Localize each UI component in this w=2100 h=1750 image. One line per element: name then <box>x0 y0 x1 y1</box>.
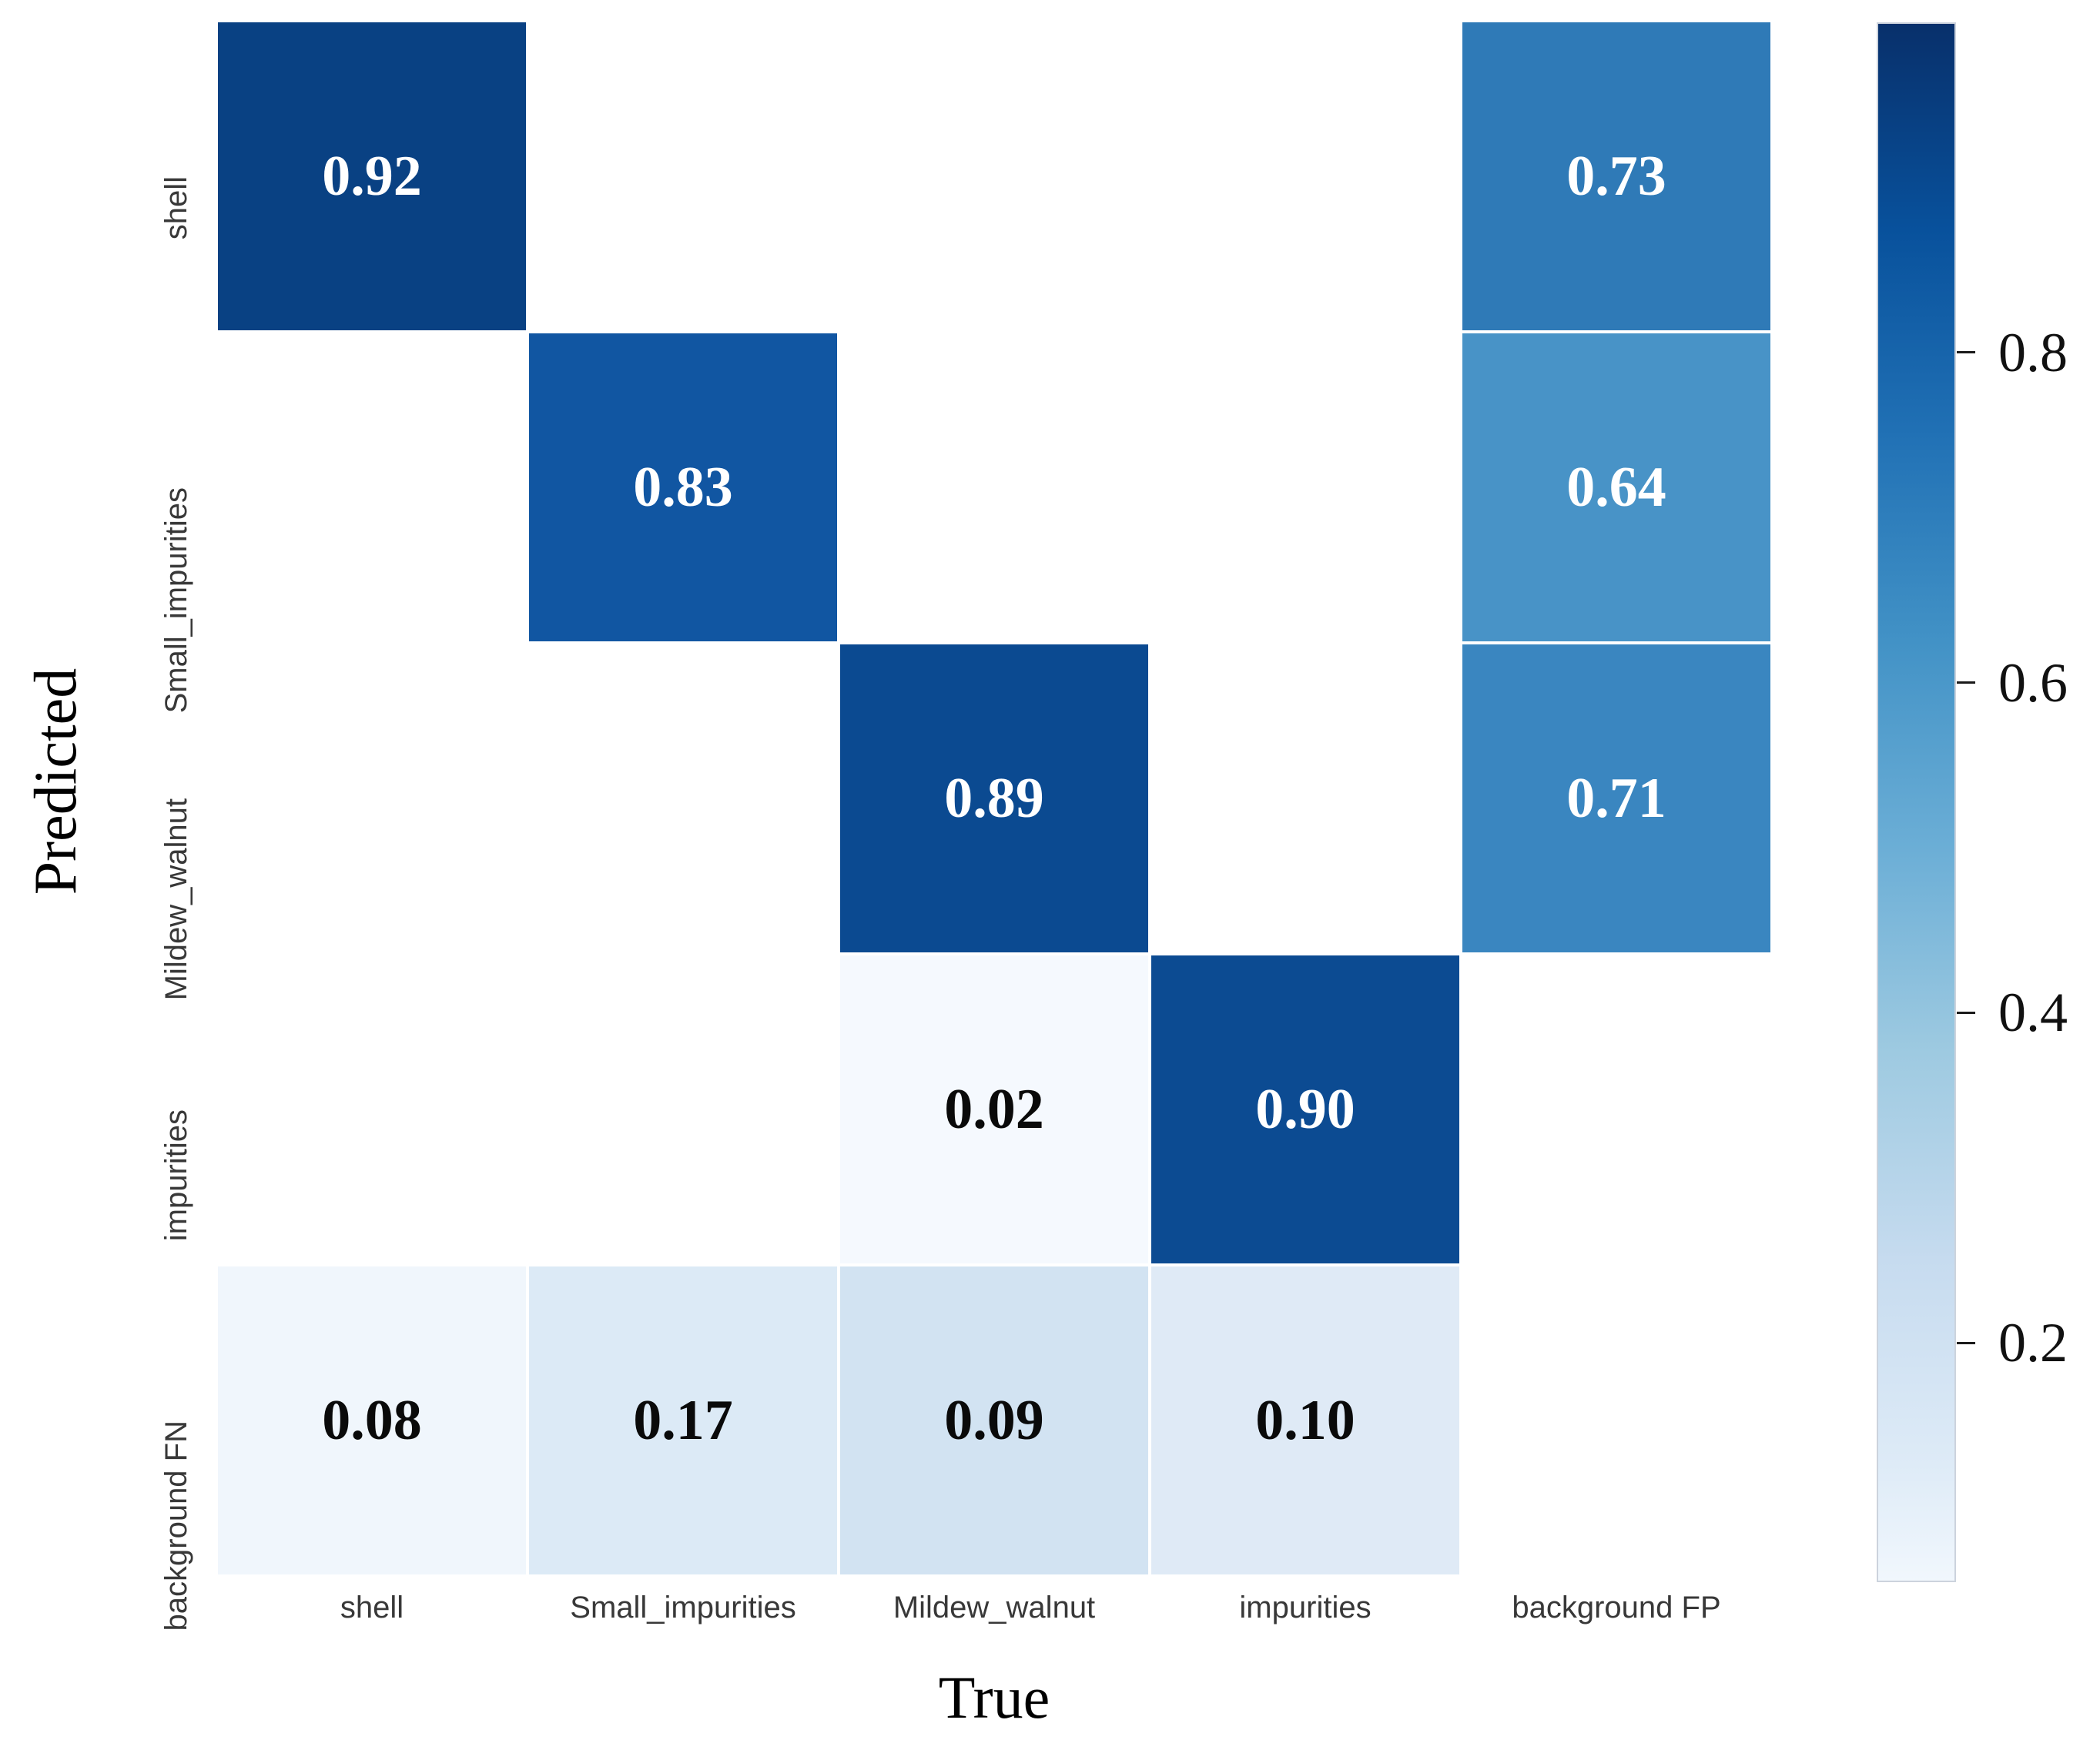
xtick-label-3: impurities <box>1239 1591 1372 1625</box>
cell-value: 0.08 <box>322 1388 422 1452</box>
heatmap-cell-r2c2: 0.89 <box>839 643 1150 954</box>
heatmap-cell-r4c0: 0.08 <box>216 1265 528 1576</box>
cell-value: 0.89 <box>944 766 1044 830</box>
cell-value: 0.83 <box>633 455 733 519</box>
ytick-label-4: background FN <box>159 1420 193 1631</box>
cell-value: 0.17 <box>633 1388 733 1452</box>
xtick-label-2: Mildew_walnut <box>893 1591 1096 1625</box>
xtick-label-1: Small_impurities <box>570 1591 796 1625</box>
xtick-label-0: shell <box>340 1591 404 1625</box>
heatmap-cell-r0c4: 0.73 <box>1461 21 1772 332</box>
ytick-label-1: Small_impurities <box>159 487 193 714</box>
ytick-label-0: shell <box>159 176 193 240</box>
cell-value: 0.09 <box>944 1388 1044 1452</box>
ytick-label-3: impurities <box>159 1109 193 1242</box>
heatmap-cell-r4c1: 0.17 <box>528 1265 839 1576</box>
heatmap-cell-r2c4: 0.71 <box>1461 643 1772 954</box>
heatmap-cell-r4c3: 0.10 <box>1150 1265 1461 1576</box>
y-axis-title: Predicted <box>22 668 89 895</box>
ytick-label-2: Mildew_walnut <box>159 798 193 1001</box>
colorbar-tickmark-2 <box>1957 1011 1975 1014</box>
x-axis-title: True <box>938 1664 1050 1731</box>
colorbar-ticklabel-0: 0.8 <box>1998 321 2068 383</box>
cell-value: 0.92 <box>322 144 422 208</box>
colorbar <box>1877 22 1956 1582</box>
colorbar-tickmark-1 <box>1957 681 1975 684</box>
colorbar-ticklabel-3: 0.2 <box>1998 1312 2068 1374</box>
heatmap-cell-r4c2: 0.09 <box>839 1265 1150 1576</box>
heatmap-cell-r1c4: 0.64 <box>1461 332 1772 643</box>
heatmap-cell-r1c1: 0.83 <box>528 332 839 643</box>
cell-value: 0.73 <box>1566 144 1666 208</box>
colorbar-tickmark-0 <box>1957 351 1975 354</box>
colorbar-tickmark-3 <box>1957 1341 1975 1344</box>
cell-value: 0.71 <box>1566 766 1666 830</box>
heatmap-grid: 0.92 0.73 0.83 0.64 0.89 0.71 0.02 0.90 0.08 0.17… <box>216 21 1772 1576</box>
colorbar-ticklabel-2: 0.4 <box>1998 982 2068 1044</box>
cell-value: 0.02 <box>944 1077 1044 1141</box>
heatmap-cell-r3c3: 0.90 <box>1150 954 1461 1265</box>
heatmap-cell-r3c2: 0.02 <box>839 954 1150 1265</box>
cell-value: 0.64 <box>1566 455 1666 519</box>
heatmap-cell-r0c0: 0.92 <box>216 21 528 332</box>
cell-value: 0.10 <box>1255 1388 1355 1452</box>
colorbar-ticklabel-1: 0.6 <box>1998 651 2068 714</box>
xtick-label-4: background FP <box>1512 1591 1721 1625</box>
cell-value: 0.90 <box>1255 1077 1355 1141</box>
